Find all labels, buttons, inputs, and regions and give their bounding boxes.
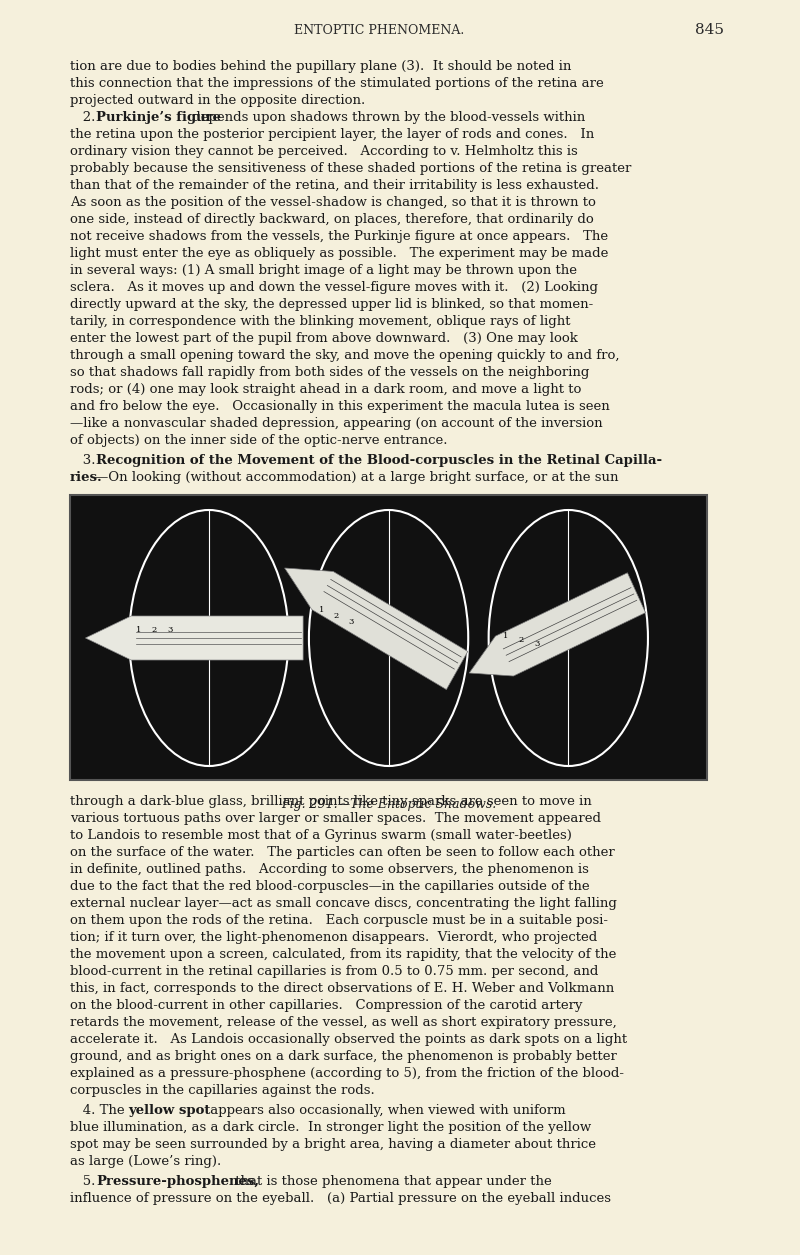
Text: rods; or (4) one may look straight ahead in a dark room, and move a light to: rods; or (4) one may look straight ahead… — [70, 383, 582, 397]
Text: appears also occasionally, when viewed with uniform: appears also occasionally, when viewed w… — [206, 1104, 566, 1117]
Text: projected outward in the opposite direction.: projected outward in the opposite direct… — [70, 94, 365, 107]
Text: 3.: 3. — [70, 454, 100, 467]
Text: ground, and as bright ones on a dark surface, the phenomenon is probably better: ground, and as bright ones on a dark sur… — [70, 1050, 617, 1063]
Polygon shape — [285, 569, 468, 689]
Text: 2: 2 — [334, 612, 339, 620]
Text: due to the fact that the red blood-corpuscles—in the capillaries outside of the: due to the fact that the red blood-corpu… — [70, 880, 590, 894]
Text: 2: 2 — [152, 626, 157, 634]
Text: the retina upon the posterior percipient layer, the layer of rods and cones.   I: the retina upon the posterior percipient… — [70, 128, 594, 141]
Text: through a dark-blue glass, brilliant points like tiny sparks are seen to move in: through a dark-blue glass, brilliant poi… — [70, 794, 592, 808]
Text: retards the movement, release of the vessel, as well as short expiratory pressur: retards the movement, release of the ves… — [70, 1017, 617, 1029]
Text: on the surface of the water.   The particles can often be seen to follow each ot: on the surface of the water. The particl… — [70, 846, 614, 858]
Text: 1: 1 — [319, 606, 325, 614]
Text: probably because the sensitiveness of these shaded portions of the retina is gre: probably because the sensitiveness of th… — [70, 162, 631, 174]
Text: light must enter the eye as obliquely as possible.   The experiment may be made: light must enter the eye as obliquely as… — [70, 247, 608, 260]
Text: 1: 1 — [503, 633, 509, 640]
Text: ordinary vision they cannot be perceived.   According to v. Helmholtz this is: ordinary vision they cannot be perceived… — [70, 146, 578, 158]
Text: to Landois to resemble most that of a Gyrinus swarm (small water-beetles): to Landois to resemble most that of a Gy… — [70, 830, 572, 842]
Text: on the blood-current in other capillaries.   Compression of the carotid artery: on the blood-current in other capillarie… — [70, 999, 582, 1012]
Text: As soon as the position of the vessel-shadow is changed, so that it is thrown to: As soon as the position of the vessel-sh… — [70, 196, 596, 210]
Text: through a small opening toward the sky, and move the opening quickly to and fro,: through a small opening toward the sky, … — [70, 349, 619, 361]
Text: one side, instead of directly backward, on places, therefore, that ordinarily do: one side, instead of directly backward, … — [70, 213, 594, 226]
Text: enter the lowest part of the pupil from above downward.   (3) One may look: enter the lowest part of the pupil from … — [70, 333, 578, 345]
Polygon shape — [86, 616, 303, 660]
Text: directly upward at the sky, the depressed upper lid is blinked, so that momen-: directly upward at the sky, the depresse… — [70, 297, 593, 311]
Text: 2: 2 — [519, 636, 524, 644]
Text: on them upon the rods of the retina.   Each corpuscle must be in a suitable posi: on them upon the rods of the retina. Eac… — [70, 914, 608, 927]
Text: than that of the remainder of the retina, and their irritability is less exhaust: than that of the remainder of the retina… — [70, 179, 599, 192]
Text: ENTOPTIC PHENOMENA.: ENTOPTIC PHENOMENA. — [294, 24, 464, 36]
Text: yellow spot: yellow spot — [128, 1104, 210, 1117]
Text: Pressure-phosphenes,: Pressure-phosphenes, — [96, 1175, 259, 1188]
Text: sclera.   As it moves up and down the vessel-figure moves with it.   (2) Looking: sclera. As it moves up and down the vess… — [70, 281, 598, 294]
Text: Recognition of the Movement of the Blood-corpuscles in the Retinal Capilla-: Recognition of the Movement of the Blood… — [96, 454, 662, 467]
Text: accelerate it.   As Landois occasionally observed the points as dark spots on a : accelerate it. As Landois occasionally o… — [70, 1033, 627, 1045]
Text: of objects) on the inner side of the optic-nerve entrance.: of objects) on the inner side of the opt… — [70, 434, 447, 447]
Text: external nuclear layer—act as small concave discs, concentrating the light falli: external nuclear layer—act as small conc… — [70, 897, 617, 910]
Text: in several ways: (1) A small bright image of a light may be thrown upon the: in several ways: (1) A small bright imag… — [70, 264, 577, 277]
Text: spot may be seen surrounded by a bright area, having a diameter about thrice: spot may be seen surrounded by a bright … — [70, 1138, 596, 1151]
Text: the movement upon a screen, calculated, from its rapidity, that the velocity of : the movement upon a screen, calculated, … — [70, 948, 616, 961]
Text: as large (Lowe’s ring).: as large (Lowe’s ring). — [70, 1155, 221, 1168]
Text: and fro below the eye.   Occasionally in this experiment the macula lutea is see: and fro below the eye. Occasionally in t… — [70, 400, 610, 413]
Text: 5.: 5. — [70, 1175, 99, 1188]
Text: 3: 3 — [167, 626, 173, 634]
FancyBboxPatch shape — [70, 494, 707, 781]
Text: tion are due to bodies behind the pupillary plane (3).  It should be noted in: tion are due to bodies behind the pupill… — [70, 60, 571, 73]
Text: 3: 3 — [348, 617, 354, 626]
Text: Purkinje’s figure: Purkinje’s figure — [96, 110, 221, 124]
Text: influence of pressure on the eyeball.   (a) Partial pressure on the eyeball indu: influence of pressure on the eyeball. (a… — [70, 1192, 611, 1205]
Text: so that shadows fall rapidly from both sides of the vessels on the neighboring: so that shadows fall rapidly from both s… — [70, 366, 590, 379]
Text: that is those phenomena that appear under the: that is those phenomena that appear unde… — [231, 1175, 552, 1188]
Text: 3: 3 — [534, 640, 540, 648]
Text: 1: 1 — [136, 626, 142, 634]
Text: in definite, outlined paths.   According to some observers, the phenomenon is: in definite, outlined paths. According t… — [70, 863, 589, 876]
Text: blood-current in the retinal capillaries is from 0.5 to 0.75 mm. per second, and: blood-current in the retinal capillaries… — [70, 965, 598, 978]
Text: ries.: ries. — [70, 471, 102, 484]
Text: explained as a pressure-phosphene (according to 5), from the friction of the blo: explained as a pressure-phosphene (accor… — [70, 1067, 624, 1081]
Text: tarily, in correspondence with the blinking movement, oblique rays of light: tarily, in correspondence with the blink… — [70, 315, 570, 328]
Text: this connection that the impressions of the stimulated portions of the retina ar: this connection that the impressions of … — [70, 77, 604, 90]
Text: corpuscles in the capillaries against the rods.: corpuscles in the capillaries against th… — [70, 1084, 374, 1097]
Text: not receive shadows from the vessels, the Purkinje figure at once appears.   The: not receive shadows from the vessels, th… — [70, 230, 608, 243]
Text: this, in fact, corresponds to the direct observations of E. H. Weber and Volkman: this, in fact, corresponds to the direct… — [70, 981, 614, 995]
Polygon shape — [470, 572, 646, 676]
Text: depends upon shadows thrown by the blood-vessels within: depends upon shadows thrown by the blood… — [189, 110, 586, 124]
Text: various tortuous paths over larger or smaller spaces.  The movement appeared: various tortuous paths over larger or sm… — [70, 812, 601, 825]
Text: —like a nonvascular shaded depression, appearing (on account of the inversion: —like a nonvascular shaded depression, a… — [70, 417, 602, 430]
Text: blue illumination, as a dark circle.  In stronger light the position of the yell: blue illumination, as a dark circle. In … — [70, 1121, 591, 1135]
Text: 2.: 2. — [70, 110, 99, 124]
Text: 4. The: 4. The — [70, 1104, 129, 1117]
Text: —On looking (without accommodation) at a large bright surface, or at the sun: —On looking (without accommodation) at a… — [95, 471, 618, 484]
Text: 845: 845 — [694, 23, 724, 36]
Text: Fig. 291.—The Entoptic Shadows.: Fig. 291.—The Entoptic Shadows. — [281, 798, 496, 811]
Text: tion; if it turn over, the light-phenomenon disappears.  Vierordt, who projected: tion; if it turn over, the light-phenome… — [70, 931, 597, 944]
